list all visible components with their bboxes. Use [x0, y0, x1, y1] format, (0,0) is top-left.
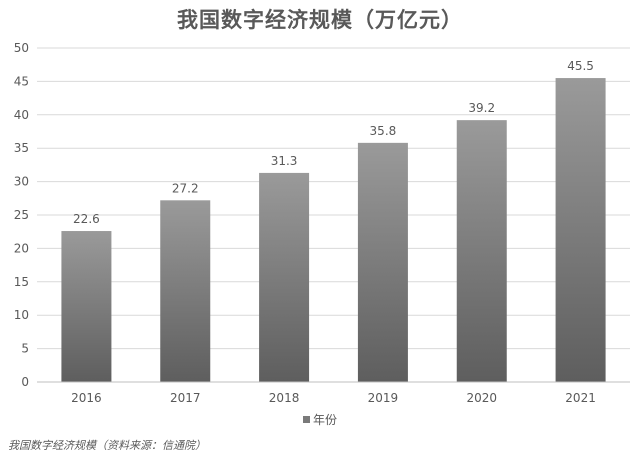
y-tick-label: 20	[14, 241, 29, 255]
bar	[555, 78, 606, 382]
x-tick-label: 2016	[71, 391, 102, 405]
y-tick-label: 40	[14, 108, 29, 122]
x-tick-label: 2020	[466, 391, 497, 405]
bar	[61, 231, 112, 382]
y-tick-label: 5	[21, 342, 29, 356]
data-label: 31.3	[271, 154, 298, 168]
legend-swatch	[302, 416, 310, 423]
data-label: 45.5	[567, 59, 594, 73]
data-label: 27.2	[172, 181, 199, 195]
y-tick-label: 30	[14, 175, 29, 189]
x-tick-label: 2018	[269, 391, 300, 405]
y-tick-label: 35	[14, 141, 29, 155]
data-label: 39.2	[468, 101, 495, 115]
data-label: 35.8	[370, 124, 397, 138]
chart-title: 我国数字经济规模（万亿元）	[177, 8, 463, 32]
y-axis-ticks: 0 5 10 15 20 25 30 35 40 45 50	[14, 41, 29, 389]
source-note: 我国数字经济规模（资料来源：信通院）	[8, 439, 206, 452]
x-tick-label: 2021	[565, 391, 596, 405]
bar	[357, 142, 408, 382]
y-tick-label: 25	[14, 208, 29, 222]
chart-legend: 年份	[0, 411, 640, 428]
bar	[456, 120, 507, 383]
bar	[160, 200, 211, 382]
data-label: 22.6	[73, 212, 100, 226]
y-tick-label: 10	[14, 308, 29, 322]
x-axis-ticks: 2016 2017 2018 2019 2020 2021	[37, 381, 630, 405]
x-tick-label: 2019	[368, 391, 399, 405]
y-tick-label: 15	[14, 275, 29, 289]
y-tick-label: 45	[14, 74, 29, 88]
y-tick-label: 0	[21, 375, 29, 389]
y-tick-label: 50	[14, 41, 29, 55]
bar	[259, 172, 310, 382]
legend-label: 年份	[312, 413, 337, 427]
data-labels: 22.6 27.2 31.3 35.8 39.2 45.5	[73, 59, 594, 226]
bars	[61, 78, 606, 383]
x-tick-label: 2017	[170, 391, 201, 405]
gridlines	[37, 47, 630, 383]
